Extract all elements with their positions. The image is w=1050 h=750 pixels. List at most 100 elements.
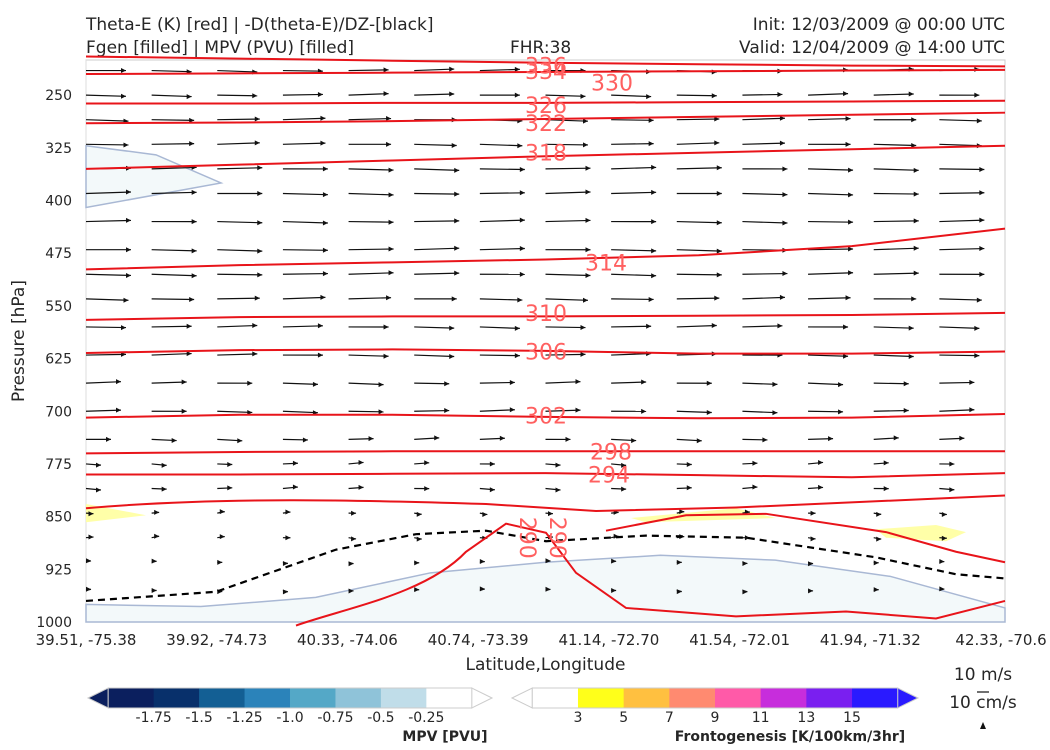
x-tick-label: 42.33, -70.6: [955, 631, 1046, 649]
wind-arrow-head: [838, 382, 844, 388]
wind-arrow-head: [320, 115, 326, 121]
wind-arrow-head: [714, 140, 720, 146]
wind-arrow-head: [217, 559, 223, 565]
wind-arrow-head: [696, 438, 702, 444]
wind-arrow-shaft: [85, 326, 127, 329]
wind-arrow-head: [285, 535, 291, 541]
wind-arrow-shaft: [479, 143, 523, 147]
mpv-colorbar-tick: -1.5: [185, 710, 212, 726]
wind-arrow-head: [449, 353, 455, 359]
wind-arrow-head: [711, 322, 717, 328]
wind-arrow-head: [161, 486, 167, 492]
wind-arrow-shaft: [151, 352, 192, 356]
fgen-colorbar-swatch: [669, 688, 716, 708]
wind-arrow-shaft: [151, 381, 187, 384]
contour-label-290-b: 290: [544, 517, 569, 559]
wind-arrow-head: [848, 192, 854, 198]
wind-arrow-shaft: [808, 220, 854, 223]
wind-arrow-shaft: [611, 381, 647, 384]
wind-arrow-shaft: [217, 220, 263, 224]
x-tick-label: 41.54, -72.01: [689, 631, 790, 649]
wind-arrow-shaft: [676, 94, 717, 97]
wind-arrow-shaft: [348, 382, 384, 386]
fgen-colorbar-arrow-right: [897, 687, 920, 709]
wind-arrow-shaft: [742, 192, 788, 196]
wind-arrow-head: [939, 586, 945, 592]
fgen-colorbar-swatch: [532, 688, 579, 708]
wind-arrow-shaft: [808, 248, 854, 251]
wind-arrow-head: [838, 409, 844, 415]
wind-arrow-head: [254, 116, 260, 122]
wind-arrow-shaft: [545, 167, 591, 170]
wind-arrow-head: [219, 509, 225, 515]
wind-arrow-head: [444, 408, 450, 414]
wind-arrow-shaft: [545, 326, 586, 329]
mpv-colorbar-tick: -0.5: [367, 710, 394, 726]
wind-arrow-shaft: [611, 166, 657, 170]
wind-arrow-head: [317, 91, 323, 97]
wind-arrow-head: [808, 588, 814, 594]
wind-arrow-head: [744, 535, 750, 541]
wind-arrow-shaft: [85, 273, 132, 277]
wind-arrow-head: [285, 509, 291, 515]
wind-arrow-shaft: [611, 273, 657, 277]
wind-arrow-head: [489, 487, 495, 493]
wind-arrow-head: [351, 510, 357, 516]
wind-arrow-shaft: [808, 117, 851, 121]
wind-arrow-shaft: [414, 93, 455, 96]
wind-arrow-head: [322, 166, 328, 172]
wind-arrow-head: [388, 219, 394, 225]
wind-arrow-head: [386, 141, 392, 147]
wind-arrow-shaft: [151, 191, 197, 195]
contour-label-326: 326: [525, 94, 567, 119]
wind-arrow-head: [876, 511, 882, 517]
wind-arrow-shaft: [348, 297, 392, 300]
init-time: Init: 12/03/2009 @ 00:00 UTC: [752, 15, 1005, 35]
wind-arrow-head: [489, 461, 495, 467]
wind-arrow-shaft: [479, 381, 515, 384]
wind-arrow-head: [939, 559, 945, 565]
wind-arrow-head: [777, 91, 783, 97]
wind-arrow-shaft: [545, 381, 581, 384]
wind-arrow-head: [979, 166, 985, 172]
wind-arrow-head: [810, 510, 816, 516]
wind-arrow-head: [348, 588, 354, 594]
wind-arrow-shaft: [676, 273, 722, 276]
theta-e-contour: [85, 311, 1006, 321]
wind-arrow-head: [116, 379, 121, 385]
wind-arrow-shaft: [85, 143, 129, 146]
wind-arrow-head: [186, 351, 192, 357]
contour-label-322: 322: [525, 112, 567, 137]
wind-arrow-head: [742, 589, 748, 595]
wind-arrow-shaft: [676, 220, 722, 224]
theta-e-contour: [85, 55, 1006, 68]
wind-arrow-head: [843, 324, 849, 330]
wind-arrow-head: [96, 462, 101, 468]
wind-arrow-head: [317, 352, 323, 358]
wind-arrow-shaft: [742, 382, 778, 385]
wind-arrow-head: [848, 246, 854, 252]
wind-arrow-head: [519, 167, 525, 173]
wind-arrow-head: [873, 560, 879, 566]
wind-arrow-head: [782, 192, 788, 198]
wind-arrow-shaft: [939, 219, 985, 223]
wind-arrow-head: [454, 191, 460, 197]
wind-arrow-head: [519, 271, 525, 277]
wind-arrow-head: [414, 587, 420, 593]
wind-arrow-head: [449, 91, 455, 97]
fgen-colorbar-swatch: [715, 688, 762, 708]
wind-arrow-head: [575, 379, 581, 385]
wind-arrow-shaft: [742, 410, 778, 414]
wind-arrow-head: [711, 93, 717, 99]
wind-arrow-head: [121, 325, 126, 331]
wind-arrow-head: [126, 272, 131, 278]
wind-arrow-shaft: [217, 249, 263, 252]
mpv-colorbar-label: MPV [PVU]: [402, 729, 487, 745]
wind-arrow-shaft: [282, 142, 326, 145]
fgen-colorbar-tick: 9: [711, 710, 720, 726]
wind-arrow-shaft: [348, 168, 394, 171]
wind-arrow-head: [383, 67, 389, 73]
wind-arrow-head: [714, 116, 720, 122]
wind-arrow-head: [320, 140, 326, 146]
y-tick-label: 1000: [36, 615, 72, 631]
